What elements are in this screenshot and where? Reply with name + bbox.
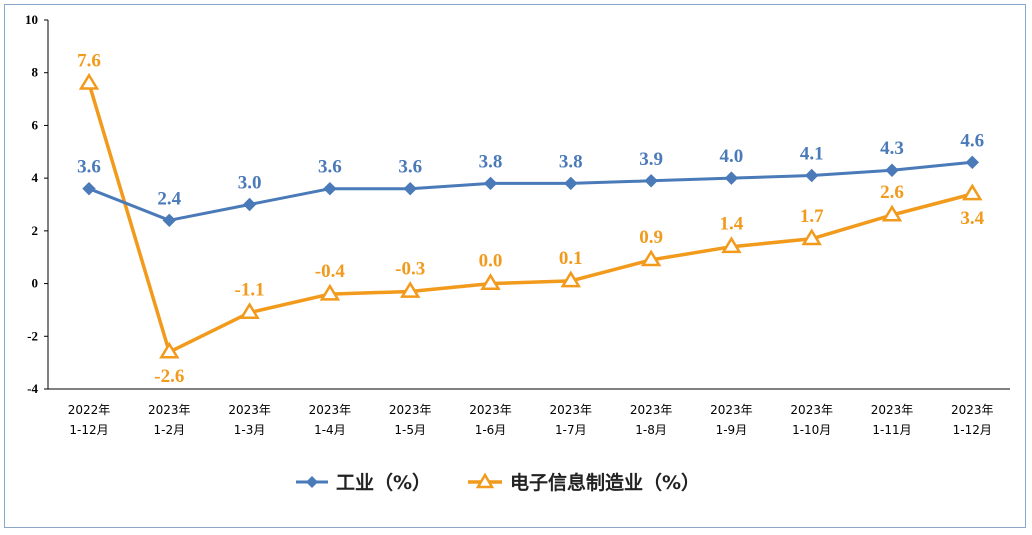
electronics-point <box>319 283 341 301</box>
electronics-data-label: -0.4 <box>315 261 346 282</box>
x-tick-label-period: 1-12月 <box>69 423 108 437</box>
electronics-data-label: 0.9 <box>639 227 663 248</box>
y-tick-label: 4 <box>32 170 39 185</box>
y-tick-label: -2 <box>27 328 38 343</box>
x-tick-label-period: 1-11月 <box>872 423 911 437</box>
electronics-point <box>78 72 100 90</box>
industry-data-label: 4.3 <box>880 138 904 159</box>
x-tick-label-year: 2023年 <box>148 403 191 417</box>
chart-frame <box>4 4 1026 528</box>
y-tick-label: -4 <box>27 381 38 396</box>
industry-point <box>724 171 739 185</box>
legend-electronics-label: 电子信息制造业（%） <box>510 471 700 494</box>
industry-point <box>242 197 257 212</box>
electronics-data-label: 0.1 <box>559 248 583 269</box>
electronics-data-label: 1.4 <box>720 214 744 235</box>
legend-electronics-marker <box>475 472 495 489</box>
x-tick-label-period: 1-8月 <box>635 423 667 437</box>
industry-data-label: 4.6 <box>960 130 984 151</box>
x-tick-label-year: 2023年 <box>389 403 432 417</box>
industry-point <box>564 176 578 191</box>
x-tick-label-year: 2023年 <box>951 403 994 417</box>
industry-point <box>885 163 899 177</box>
industry-point <box>323 181 337 196</box>
y-tick-label: 2 <box>32 223 39 238</box>
electronics-data-label: -2.6 <box>154 366 184 387</box>
x-tick-label-year: 2023年 <box>871 403 914 417</box>
x-tick-label-period: 1-2月 <box>153 423 185 437</box>
x-tick-label-period: 1-3月 <box>234 423 266 437</box>
industry-point <box>483 176 498 191</box>
industry-data-label: 3.8 <box>479 151 503 172</box>
electronics-data-label: -0.3 <box>395 258 425 279</box>
electronics-point <box>881 204 903 222</box>
electronics-point <box>801 228 822 246</box>
industry-data-label: 3.9 <box>639 149 663 170</box>
electronics-data-label: 3.4 <box>960 208 984 229</box>
electronics-data-label: 7.6 <box>77 50 101 71</box>
x-tick-label-year: 2023年 <box>790 403 833 417</box>
y-tick-label: 8 <box>32 65 39 80</box>
industry-point <box>644 174 658 188</box>
x-tick-label-period: 1-4月 <box>314 423 346 437</box>
electronics-point <box>159 341 180 359</box>
x-tick-label-period: 1-10月 <box>792 423 831 437</box>
x-tick-label-year: 2023年 <box>550 403 593 417</box>
y-tick-label: 10 <box>25 12 38 27</box>
electronics-point <box>560 270 582 288</box>
electronics-data-label: 1.7 <box>800 206 824 227</box>
electronics-data-label: 2.6 <box>880 182 904 203</box>
legend-industry-label: 工业（%） <box>336 471 431 494</box>
x-tick-label-period: 1-6月 <box>475 423 507 437</box>
industry-data-label: 3.6 <box>77 157 101 178</box>
x-tick-label-year: 2023年 <box>710 403 753 417</box>
y-tick-label: 0 <box>32 276 39 291</box>
x-tick-label-year: 2023年 <box>309 403 352 417</box>
legend-industry-marker <box>306 476 318 488</box>
x-tick-label-period: 1-9月 <box>716 423 748 437</box>
industry-data-label: 2.4 <box>157 188 181 209</box>
industry-point <box>965 155 980 170</box>
x-tick-label-period: 1-12月 <box>953 423 992 437</box>
y-tick-label: 6 <box>32 117 39 132</box>
electronics-data-label: -1.1 <box>235 280 265 301</box>
industry-data-label: 3.6 <box>398 157 422 178</box>
industry-data-label: 3.6 <box>318 157 342 178</box>
industry-series-line <box>88 160 973 222</box>
industry-point <box>804 168 819 183</box>
x-tick-label-year: 2023年 <box>228 403 271 417</box>
industry-data-label: 3.0 <box>238 173 262 194</box>
industry-data-label: 4.0 <box>720 146 744 167</box>
x-tick-label-year: 2023年 <box>630 403 673 417</box>
x-tick-label-period: 1-5月 <box>394 423 426 437</box>
electronics-point <box>399 281 421 298</box>
industry-point <box>162 213 177 228</box>
industry-point <box>403 181 417 196</box>
industry-point <box>82 181 96 196</box>
electronics-point <box>962 183 983 201</box>
electronics-point <box>239 302 260 320</box>
x-tick-label-year: 2023年 <box>469 403 512 417</box>
industry-data-label: 4.1 <box>800 144 824 165</box>
electronics-data-label: 0.0 <box>479 251 503 272</box>
electronics-point <box>721 236 742 254</box>
x-tick-label-year: 2022年 <box>68 403 111 417</box>
electronics-point <box>480 273 501 291</box>
electronics-series-line <box>87 82 973 354</box>
electronics-point <box>640 249 662 267</box>
industry-data-label: 3.8 <box>559 151 583 172</box>
x-tick-label-period: 1-7月 <box>555 423 587 437</box>
